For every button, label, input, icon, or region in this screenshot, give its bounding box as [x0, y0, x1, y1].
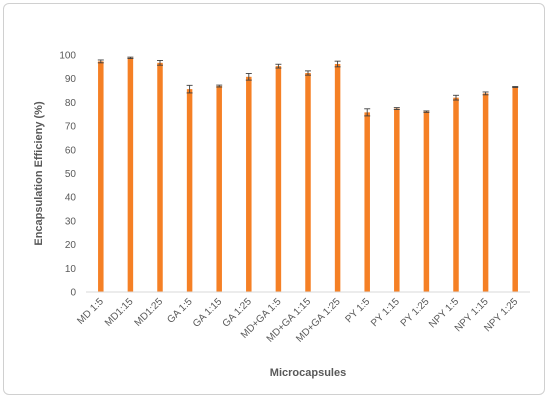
y-tick-label: 50: [65, 169, 77, 180]
y-tick-label: 10: [65, 264, 77, 275]
y-tick-label: 30: [65, 216, 77, 227]
error-bar: [453, 94, 459, 101]
error-bar: [393, 107, 400, 110]
error-bar: [512, 86, 519, 88]
y-tick-label: 0: [70, 288, 76, 299]
error-bar: [364, 108, 371, 117]
y-tick-label: 90: [65, 74, 77, 85]
error-bar: [157, 60, 163, 66]
y-tick-label: 100: [59, 51, 76, 62]
bar: [275, 66, 282, 292]
bar: [98, 61, 104, 292]
bar: [394, 108, 400, 292]
bar: [423, 111, 430, 292]
y-tick-label: 40: [65, 193, 77, 204]
y-tick-label: 60: [65, 145, 77, 156]
error-bar: [216, 84, 223, 88]
x-tick-label: MD 1:5: [75, 296, 106, 327]
bar: [305, 73, 311, 293]
bar: [512, 86, 518, 293]
error-bar: [275, 63, 282, 69]
error-bar: [97, 59, 104, 64]
error-bar: [245, 73, 252, 81]
x-tick-label: PY 1:25: [399, 296, 432, 329]
y-tick-label: 80: [65, 98, 77, 109]
error-bar: [186, 84, 193, 94]
bar: [482, 93, 489, 292]
bars-group: [98, 57, 518, 293]
error-bar: [423, 110, 430, 113]
x-tick-label: PY 1:15: [369, 296, 402, 329]
bar: [453, 97, 459, 292]
y-tick-label: 20: [65, 240, 77, 251]
y-tick-label: 70: [65, 122, 77, 133]
error-bar: [127, 56, 134, 60]
x-axis-title: Microcapsules: [270, 367, 346, 379]
error-bar: [482, 91, 489, 96]
y-axis-ticks: 0 10 20 30 40 50 60 70 80 90 100: [59, 51, 76, 299]
bar: [246, 76, 252, 292]
error-bar: [334, 60, 341, 68]
bar: [364, 112, 370, 292]
bar: [127, 57, 134, 293]
x-tick-label: GA 1:15: [191, 296, 225, 330]
y-axis-title: Encapsulation Efficieny (%): [33, 101, 45, 246]
error-bars-group: [97, 56, 519, 117]
bar: [157, 62, 163, 292]
bar: [216, 86, 222, 292]
x-tick-label: MD1:15: [103, 296, 136, 329]
bar: [334, 64, 341, 292]
x-tick-label: MD1:25: [133, 296, 166, 329]
bar: [186, 89, 193, 293]
error-bar: [305, 70, 311, 76]
